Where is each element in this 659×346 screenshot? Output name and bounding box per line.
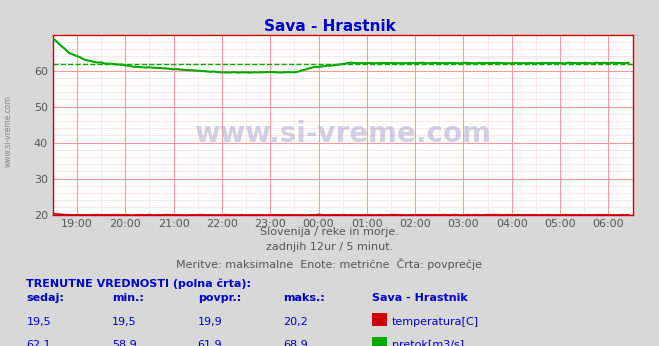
Text: pretok[m3/s]: pretok[m3/s] [392,340,464,346]
Text: TRENUTNE VREDNOSTI (polna črta):: TRENUTNE VREDNOSTI (polna črta): [26,279,251,289]
Text: Sava - Hrastnik: Sava - Hrastnik [372,293,468,303]
Text: min.:: min.: [112,293,144,303]
Text: Slovenija / reke in morje.: Slovenija / reke in morje. [260,227,399,237]
Text: maks.:: maks.: [283,293,325,303]
Text: 19,5: 19,5 [112,317,136,327]
Text: 19,5: 19,5 [26,317,51,327]
Text: 20,2: 20,2 [283,317,308,327]
Text: Meritve: maksimalne  Enote: metrične  Črta: povprečje: Meritve: maksimalne Enote: metrične Črta… [177,258,482,270]
Text: 19,9: 19,9 [198,317,223,327]
Text: povpr.:: povpr.: [198,293,241,303]
Text: zadnjih 12ur / 5 minut.: zadnjih 12ur / 5 minut. [266,242,393,252]
Text: sedaj:: sedaj: [26,293,64,303]
Text: www.si-vreme.com: www.si-vreme.com [4,95,13,167]
Text: 62,1: 62,1 [26,340,51,346]
Text: www.si-vreme.com: www.si-vreme.com [194,120,491,147]
Text: 61,9: 61,9 [198,340,222,346]
Text: temperatura[C]: temperatura[C] [392,317,479,327]
Text: 68,9: 68,9 [283,340,308,346]
Text: 58,9: 58,9 [112,340,137,346]
Text: Sava - Hrastnik: Sava - Hrastnik [264,19,395,34]
